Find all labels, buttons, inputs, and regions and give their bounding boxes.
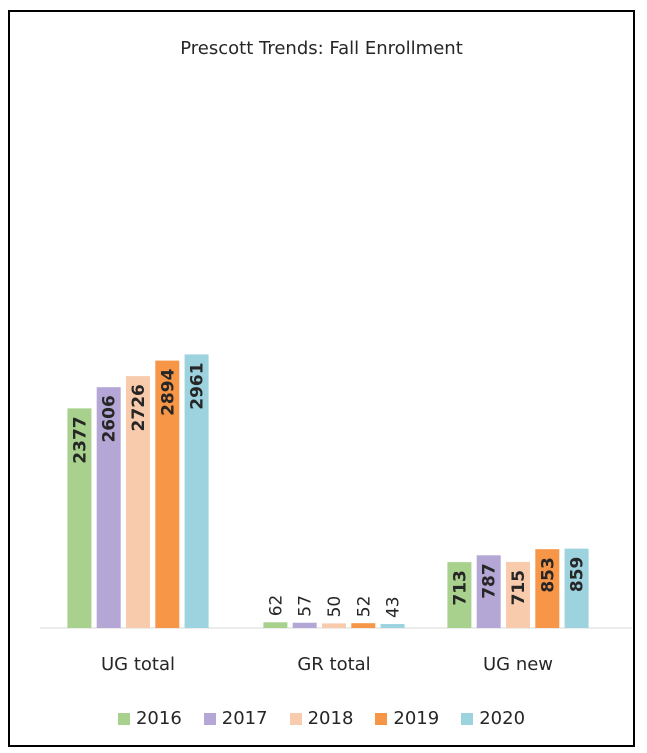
data-label: 859 [568,557,588,593]
bar-ug-total-2018 [126,376,150,628]
bar-ug-total-2020 [184,354,209,628]
legend-swatch [289,712,302,725]
bar-gr-total-2018 [322,623,346,628]
legend-label: 2018 [307,708,354,729]
data-label: 2726 [129,384,149,431]
legend-item-2018: 2018 [289,708,354,729]
legend-label: 2016 [135,708,182,729]
bar-ug-new-2017 [476,555,501,628]
bar-gr-total-2016 [263,622,288,628]
legend-label: 2019 [393,708,440,729]
bar-gr-total-2017 [292,622,317,628]
data-label: 62 [266,595,286,617]
chart-plot: 2377 2606 2726 2894 2961 UG total 62 57 50 52 43 GR… [40,354,632,675]
data-label: 2894 [158,368,178,415]
legend-item-2016: 2016 [117,708,182,729]
bar-ug-new-2020 [564,548,589,628]
legend-item-2017: 2017 [203,708,268,729]
bar-ug-new-2019 [535,549,560,628]
bar-ug-total-2016 [67,408,92,628]
legend-swatch [375,712,388,725]
data-label: 2606 [100,395,120,442]
legend-swatch [461,712,474,725]
data-label: 853 [538,557,558,593]
chart-title: Prescott Trends: Fall Enrollment [180,38,463,59]
data-label: 50 [325,596,345,618]
data-label: 715 [509,570,529,606]
bar-ug-new-2016 [447,562,472,628]
legend-swatch [203,712,216,725]
data-label: 57 [296,595,316,617]
bar-ug-total-2017 [96,387,121,628]
data-label: 52 [354,596,374,618]
data-label: 787 [480,563,500,599]
chart-frame: Prescott Trends: Fall Enrollment 2377 260… [8,10,635,747]
x-tick-label: UG total [101,654,175,675]
chart-legend: 2016 2017 2018 2019 2020 [10,708,633,729]
x-tick-label: UG new [483,654,553,675]
legend-label: 2017 [221,708,268,729]
data-label: 43 [384,596,404,618]
legend-item-2019: 2019 [375,708,439,729]
x-tick-label: GR total [297,654,370,675]
data-label: 2377 [70,416,90,463]
legend-swatch [117,712,130,725]
legend-item-2020: 2020 [461,708,525,729]
bar-gr-total-2019 [351,623,376,628]
data-label: 2961 [188,362,208,409]
bar-ug-new-2018 [506,561,530,628]
legend-label: 2020 [479,708,526,729]
bar-gr-total-2020 [380,624,405,628]
bar-ug-total-2019 [155,360,180,628]
data-label: 713 [450,570,470,606]
